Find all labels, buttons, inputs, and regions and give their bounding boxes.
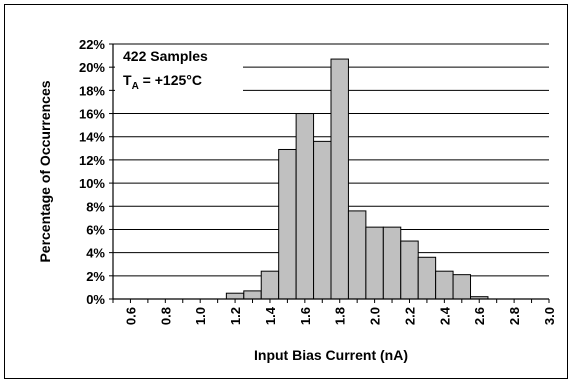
- y-tick-label: 10%: [79, 176, 105, 191]
- histogram-bar: [278, 148, 297, 300]
- histogram-bar: [260, 270, 280, 300]
- y-axis-title: Percentage of Occurrences: [37, 80, 53, 262]
- histogram-bar: [417, 256, 437, 300]
- y-tick-label: 8%: [86, 199, 105, 214]
- x-tick-labels: 0.6 0.8 1.0 1.2 1.4 1.6 1.8 2.0 2.2 2.4 2.6 2.8 3.0: [123, 306, 557, 325]
- y-tick-label: 14%: [79, 130, 105, 145]
- x-tick-label: 2.8: [507, 307, 522, 325]
- x-tick-label: 2.6: [472, 307, 487, 325]
- temp-subscript: A: [132, 81, 139, 92]
- axes: [109, 43, 550, 303]
- x-tick-label: 2.2: [402, 307, 417, 325]
- x-tick-label: 2.4: [437, 306, 452, 325]
- y-tick-label: 22%: [79, 37, 105, 52]
- chart-frame: [4, 4, 568, 379]
- y-tick-label: 0%: [86, 292, 105, 307]
- x-tick-label: 3.0: [542, 307, 557, 325]
- x-axis-title: Input Bias Current (nA): [254, 347, 408, 363]
- x-tick-label: 1.0: [193, 307, 208, 325]
- y-tick-labels: 0% 2% 4% 6% 8% 10% 12% 14% 16% 18% 20% 22%: [79, 37, 105, 307]
- samples-annotation: 422 Samples: [123, 48, 208, 64]
- y-tick-label: 16%: [79, 107, 105, 122]
- y-tick-label: 4%: [86, 246, 105, 261]
- histogram-bar: [435, 270, 454, 300]
- annotation-background: [115, 45, 243, 93]
- temperature-annotation: TA = +125°C: [123, 72, 202, 92]
- histogram-bar: [452, 274, 472, 300]
- temp-suffix: = +125°C: [139, 72, 202, 88]
- histogram-bar: [295, 113, 315, 300]
- y-tick-label: 12%: [79, 153, 105, 168]
- histogram-bar: [243, 290, 262, 300]
- x-tick-label: 1.2: [228, 307, 243, 325]
- x-tick-label: 2.0: [368, 307, 383, 325]
- histogram-bar: [400, 240, 419, 300]
- histogram-bar: [330, 58, 349, 300]
- x-tick-label: 1.4: [263, 306, 278, 325]
- bars: [225, 58, 489, 300]
- histogram-bar: [365, 226, 384, 300]
- x-tick-label: 1.8: [333, 307, 348, 325]
- y-tick-label: 20%: [79, 60, 105, 75]
- histogram-bar: [225, 292, 245, 300]
- y-tick-label: 6%: [86, 222, 105, 237]
- x-tick-label: 0.6: [123, 307, 138, 325]
- histogram-bar: [347, 210, 367, 300]
- x-tick-label: 1.6: [298, 307, 313, 325]
- temp-prefix: T: [123, 72, 132, 88]
- histogram-bar: [313, 140, 332, 300]
- histogram-bar: [382, 226, 402, 300]
- y-tick-label: 2%: [86, 269, 105, 284]
- x-tick-label: 0.8: [158, 307, 173, 325]
- y-tick-label: 18%: [79, 83, 105, 98]
